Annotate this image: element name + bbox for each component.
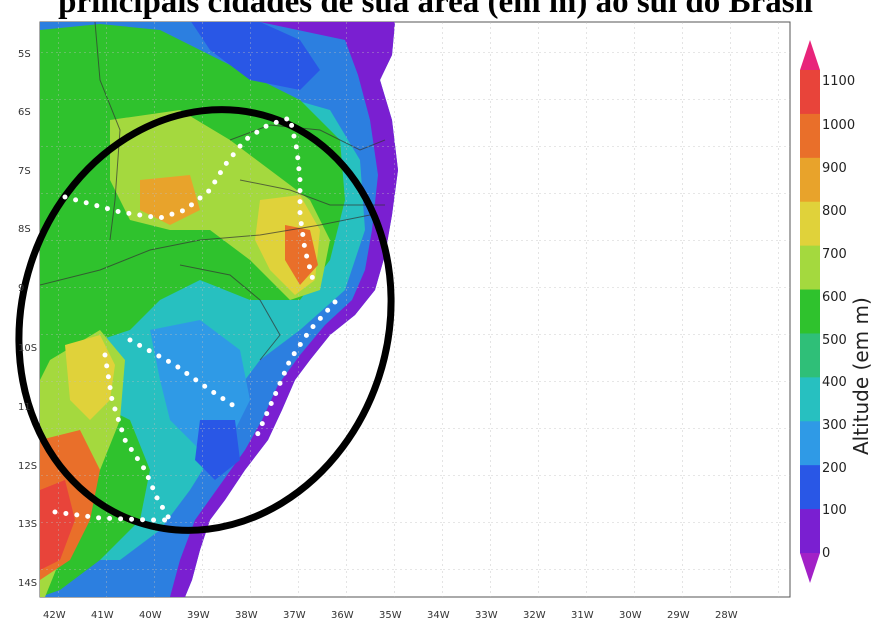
colorbar: 1100 1000 900 800 700 600 500 400 300 20… — [800, 40, 855, 583]
lon-label: 29W — [667, 610, 690, 621]
colorbar-cell — [800, 509, 820, 554]
lat-label: 10S — [18, 343, 37, 354]
colorbar-label: 200 — [822, 461, 847, 476]
colorbar-label: 300 — [822, 418, 847, 433]
lat-label: 5S — [18, 49, 31, 60]
colorbar-cell — [800, 70, 820, 115]
colorbar-label: 900 — [822, 161, 847, 176]
colorbar-cell — [800, 113, 820, 159]
lat-label: 9 — [18, 283, 24, 294]
lon-label: 37W — [283, 610, 306, 621]
lon-label: 28W — [715, 610, 738, 621]
lat-label: 6S — [18, 107, 31, 118]
lon-label: 41W — [91, 610, 114, 621]
colorbar-cell — [800, 377, 820, 422]
colorbar-label: 700 — [822, 247, 847, 262]
page-title: principais cidades de sua área (em m) ao… — [58, 0, 813, 20]
lat-label: 13S — [18, 519, 37, 530]
colorbar-cell — [800, 245, 820, 291]
lon-axis: 42W 41W 40W 39W 38W 37W 36W 35W 34W 33W … — [43, 610, 738, 621]
colorbar-cell — [800, 421, 820, 466]
lon-label: 30W — [619, 610, 642, 621]
lon-label: 38W — [235, 610, 258, 621]
colorbar-cell — [800, 157, 820, 203]
terrain-layer — [40, 22, 790, 597]
lon-label: 35W — [379, 610, 402, 621]
colorbar-cell — [800, 289, 820, 334]
colorbar-label: 1100 — [822, 74, 855, 89]
colorbar-label: 1000 — [822, 118, 855, 133]
colorbar-cell — [800, 201, 820, 247]
lon-label: 33W — [475, 610, 498, 621]
colorbar-cell — [800, 465, 820, 510]
legend-title: Altitude (em m) — [849, 297, 871, 455]
colorbar-top-arrow — [800, 40, 820, 70]
region-ellipse — [15, 106, 395, 534]
colorbar-label: 0 — [822, 546, 830, 561]
colorbar-label: 600 — [822, 290, 847, 305]
colorbar-label: 100 — [822, 503, 847, 518]
colorbar-bottom-arrow — [800, 553, 820, 583]
lon-label: 42W — [43, 610, 66, 621]
lat-label: 7S — [18, 166, 31, 177]
colorbar-label: 800 — [822, 204, 847, 219]
colorbar-cell — [800, 333, 820, 378]
lat-label: 14S — [18, 578, 37, 589]
lon-label: 39W — [187, 610, 210, 621]
colorbar-label: 500 — [822, 333, 847, 348]
colorbar-label: 400 — [822, 375, 847, 390]
lat-label: 11 — [18, 402, 31, 413]
dotted-boundaries — [52, 114, 338, 523]
lon-label: 40W — [139, 610, 162, 621]
lon-label: 36W — [331, 610, 354, 621]
lon-label: 32W — [523, 610, 546, 621]
lat-axis: 5S 6S 7S 8S 9 10S 11 12S 13S 14S — [18, 49, 37, 589]
lat-label: 12S — [18, 461, 37, 472]
lon-label: 34W — [427, 610, 450, 621]
lon-label: 31W — [571, 610, 594, 621]
lat-label: 8S — [18, 224, 31, 235]
